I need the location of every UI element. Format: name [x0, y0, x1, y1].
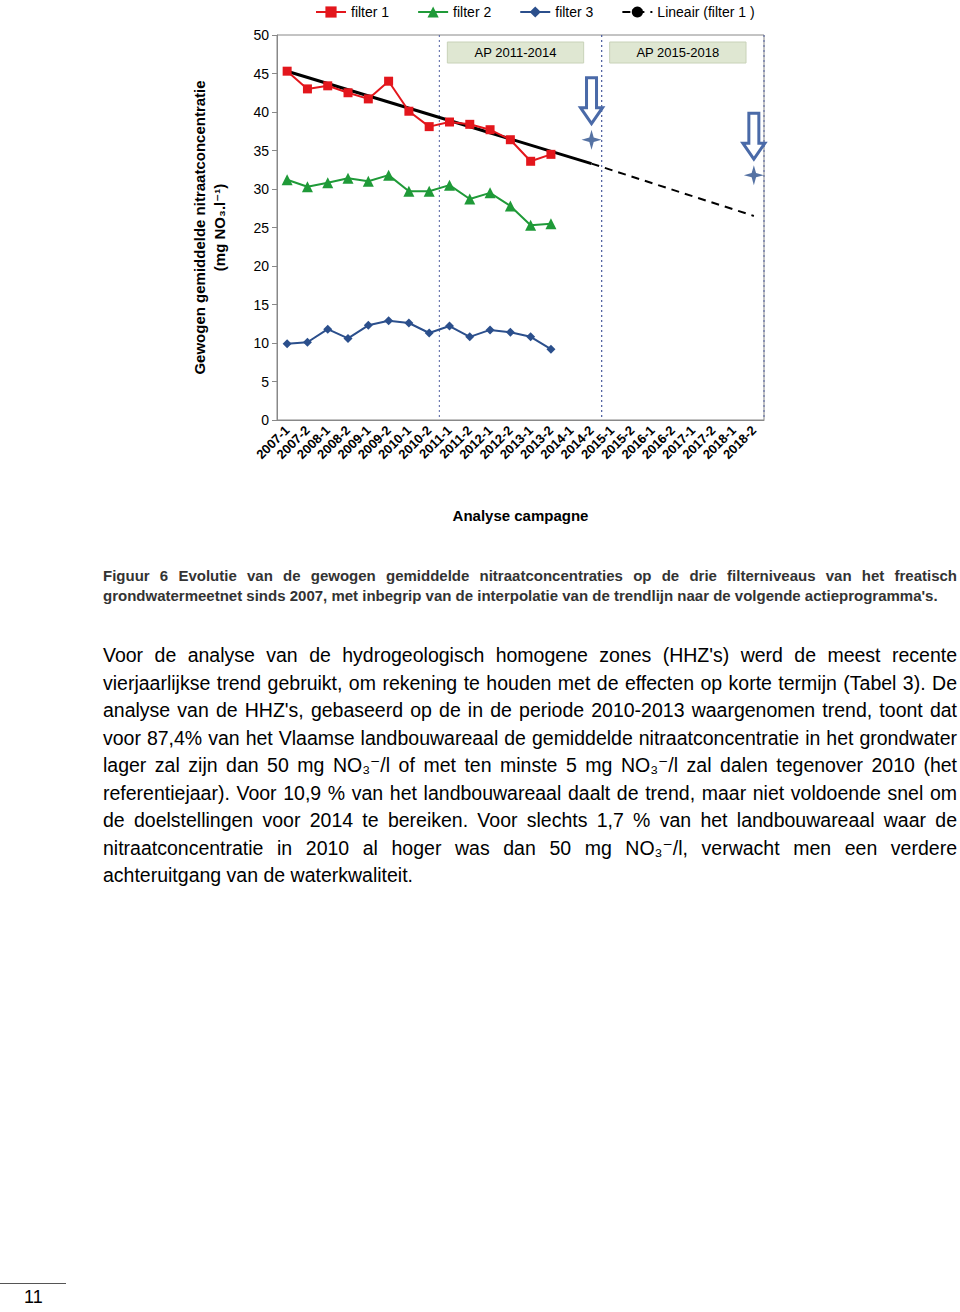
- svg-text:30: 30: [253, 181, 269, 197]
- svg-text:15: 15: [253, 297, 269, 313]
- svg-text:filter 3: filter 3: [555, 4, 593, 20]
- svg-text:2010-1: 2010-1: [375, 422, 415, 462]
- svg-text:2007-1: 2007-1: [253, 422, 293, 462]
- svg-text:2009-1: 2009-1: [334, 422, 374, 462]
- svg-text:25: 25: [253, 220, 269, 236]
- html-text:Figuur 6 Evolutie van de gewog: Figuur 6 Evolutie van de gewogen gemidde…: [103, 567, 957, 604]
- svg-text:Gewogen gemiddelde nitraatconc: Gewogen gemiddelde nitraatconcentratie: [191, 80, 208, 374]
- svg-text:2016-1: 2016-1: [618, 422, 658, 462]
- svg-text:10: 10: [253, 335, 269, 351]
- svg-text:2015-1: 2015-1: [577, 422, 618, 462]
- svg-text:2015-2: 2015-2: [598, 422, 638, 462]
- svg-text:2017-1: 2017-1: [659, 422, 699, 462]
- html-text:Voor de analyse van de hydroge: Voor de analyse van de hydrogeologisch h…: [103, 644, 957, 886]
- svg-text:filter 1: filter 1: [351, 4, 389, 20]
- svg-text:2014-2: 2014-2: [557, 422, 597, 462]
- svg-text:20: 20: [253, 258, 269, 274]
- svg-text:(mg NO₃.l⁻¹): (mg NO₃.l⁻¹): [211, 184, 228, 271]
- svg-text:Analyse campagne: Analyse campagne: [453, 507, 589, 524]
- svg-text:2010-2: 2010-2: [395, 422, 435, 462]
- svg-text:5: 5: [261, 374, 269, 390]
- svg-text:0: 0: [261, 412, 269, 428]
- svg-text:2007-2: 2007-2: [273, 422, 313, 462]
- html-text:11: 11: [24, 1287, 43, 1307]
- svg-text:40: 40: [253, 104, 269, 120]
- svg-text:50: 50: [253, 27, 269, 43]
- svg-text:2018-2: 2018-2: [720, 423, 759, 462]
- svg-text:2017-2: 2017-2: [679, 422, 719, 462]
- svg-text:2012-2: 2012-2: [476, 422, 516, 462]
- svg-text:AP 2015-2018: AP 2015-2018: [636, 45, 719, 60]
- svg-text:2008-1: 2008-1: [293, 422, 333, 462]
- svg-text:2013-1: 2013-1: [496, 422, 536, 462]
- svg-text:2012-1: 2012-1: [456, 422, 496, 462]
- svg-text:2013-2: 2013-2: [517, 422, 557, 462]
- svg-text:Lineair (filter 1 ): Lineair (filter 1 ): [657, 4, 754, 20]
- svg-text:2009-2: 2009-2: [354, 422, 394, 462]
- svg-text:2008-2: 2008-2: [314, 422, 354, 462]
- svg-text:35: 35: [253, 143, 269, 159]
- svg-text:2014-1: 2014-1: [537, 422, 577, 462]
- svg-text:filter 2: filter 2: [453, 4, 491, 20]
- svg-text:2016-2: 2016-2: [638, 422, 678, 462]
- svg-text:AP 2011-2014: AP 2011-2014: [475, 45, 557, 60]
- svg-text:45: 45: [253, 66, 269, 82]
- svg-text:2011-1: 2011-1: [416, 422, 455, 462]
- svg-text:2018-1: 2018-1: [699, 422, 739, 462]
- svg-text:2011-2: 2011-2: [436, 422, 476, 462]
